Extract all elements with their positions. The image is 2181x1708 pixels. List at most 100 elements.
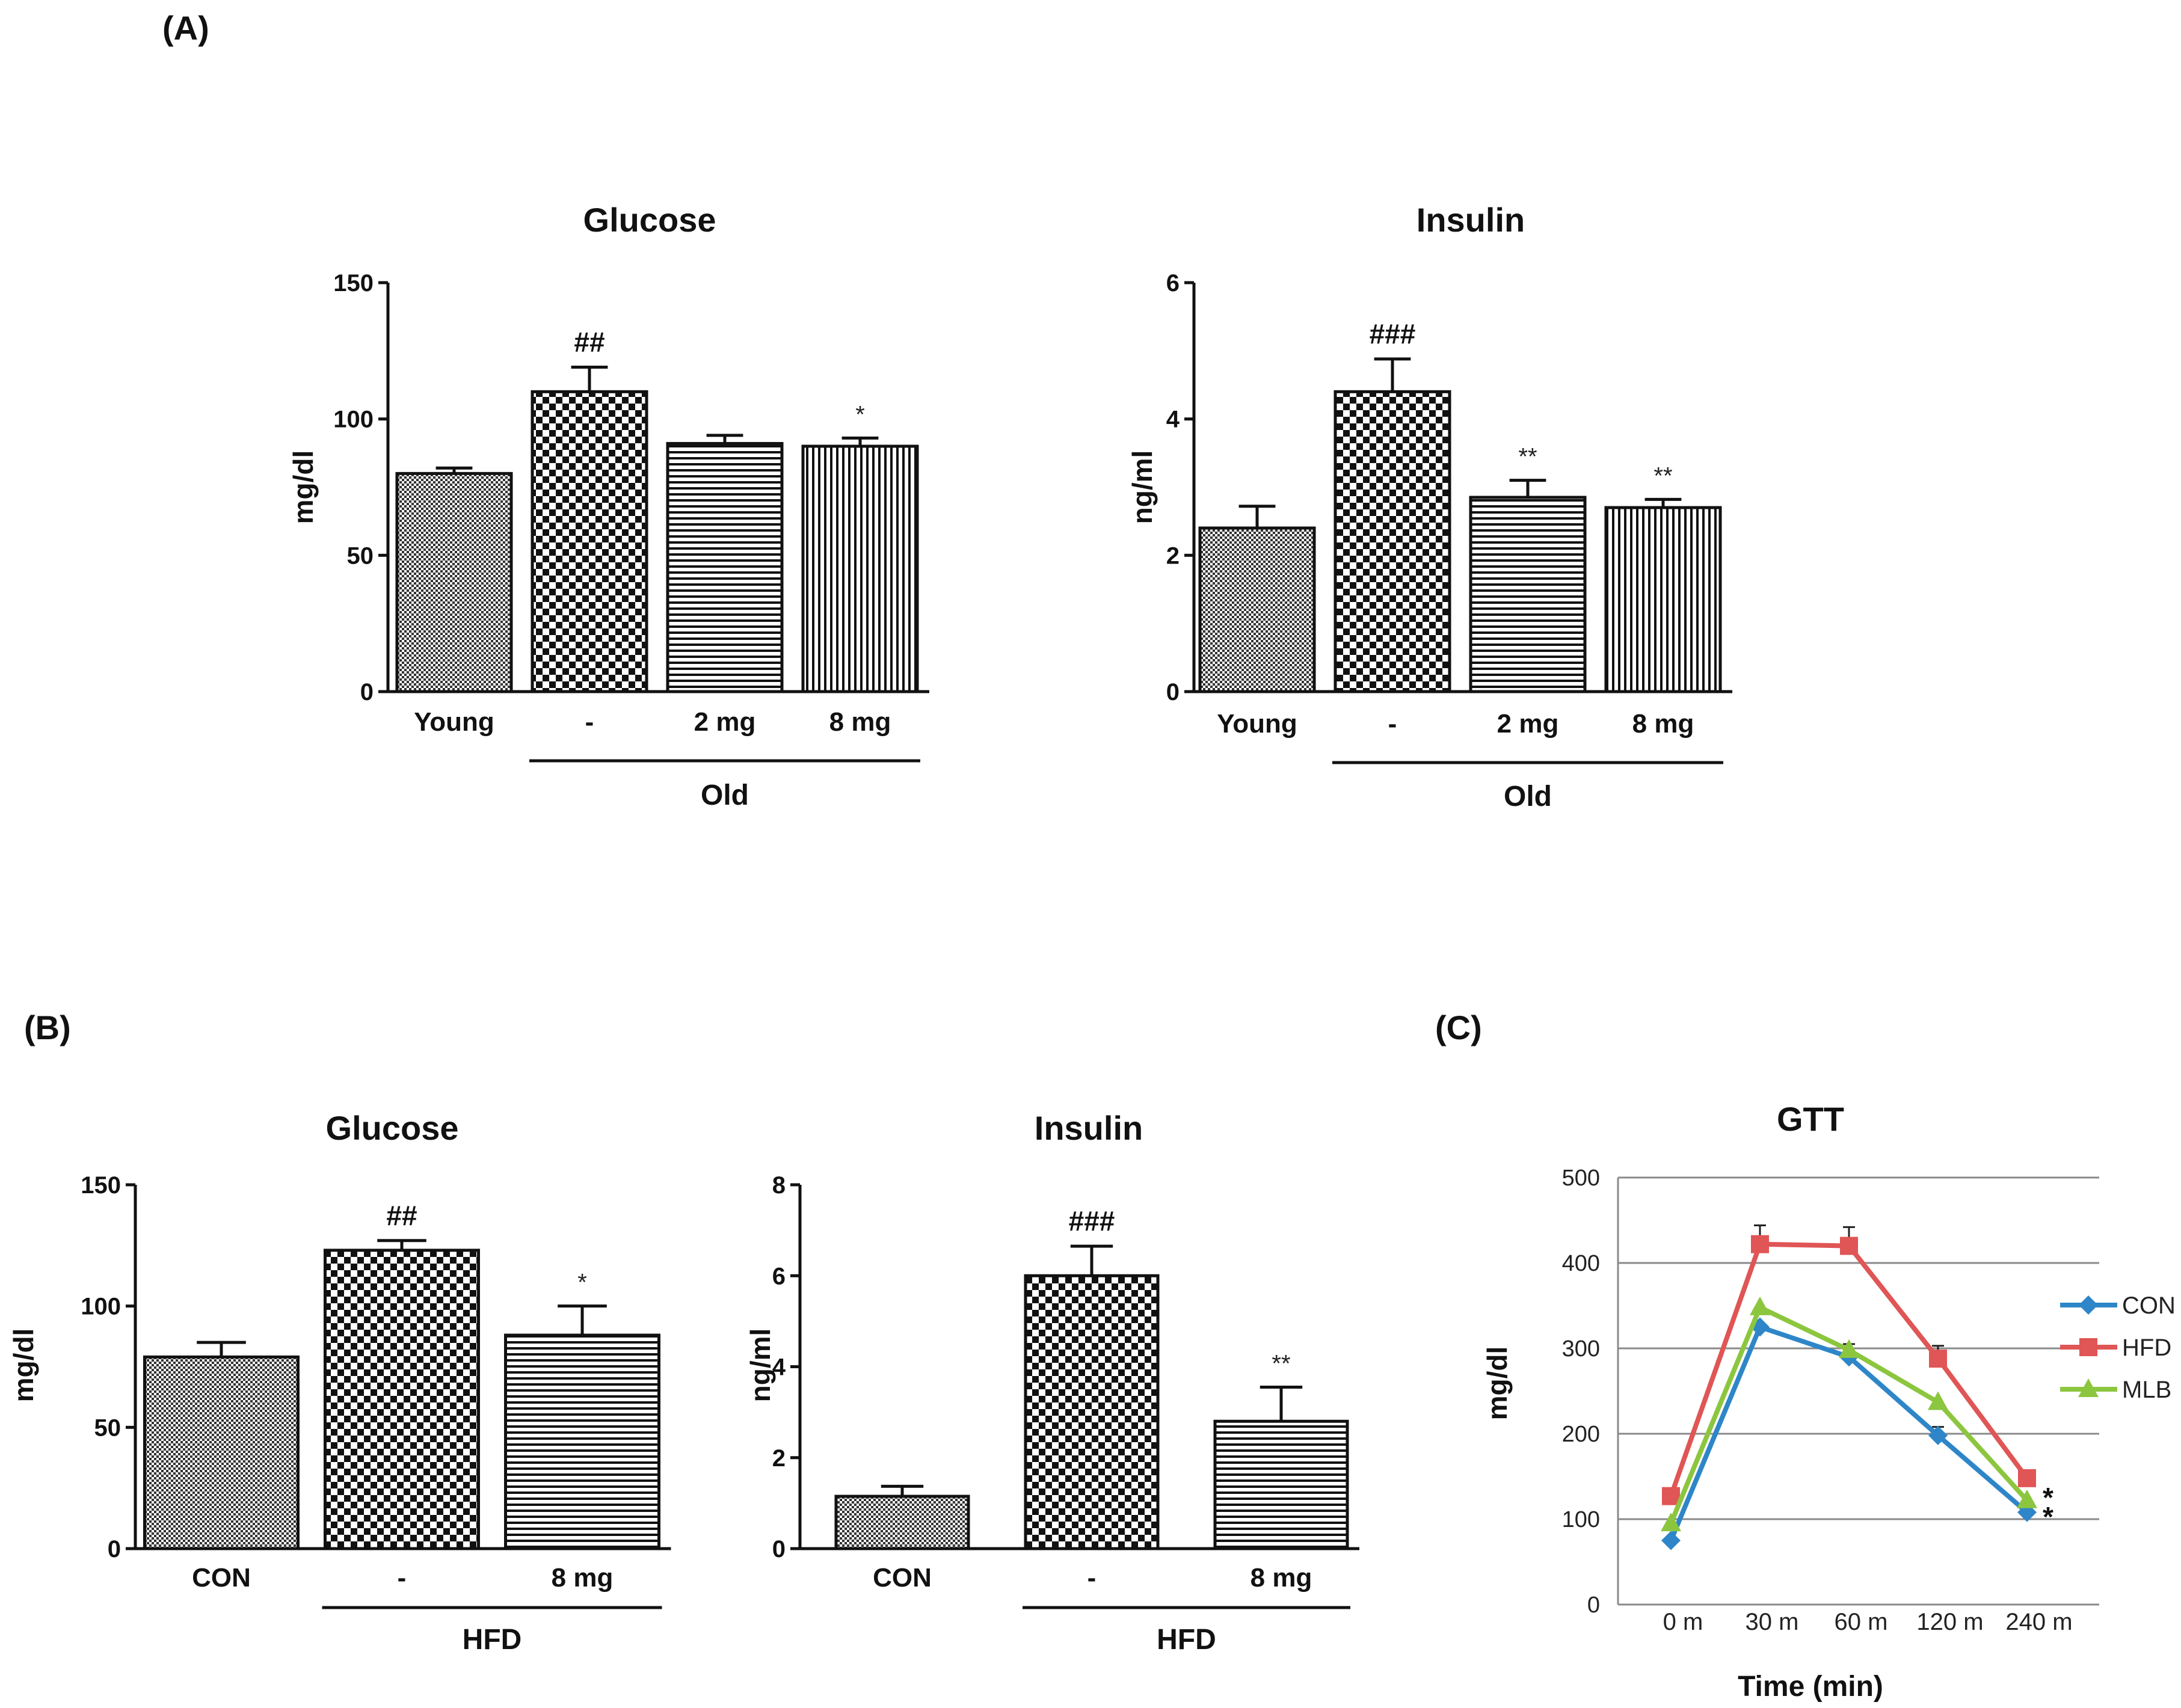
bar xyxy=(1334,390,1451,693)
y-tick-label: 0 xyxy=(108,1536,121,1562)
y-tick-label: 4 xyxy=(1166,407,1180,433)
bar xyxy=(324,1249,480,1550)
chart-title: Glucose xyxy=(583,201,716,239)
bar xyxy=(504,1333,660,1550)
bar xyxy=(801,444,919,693)
y-tick-label: 0 xyxy=(1587,1593,1600,1618)
panel-label-c: (C) xyxy=(1435,1009,1482,1046)
category-label: CON xyxy=(873,1563,932,1593)
y-tick-label: 50 xyxy=(94,1415,122,1441)
significance-label: ** xyxy=(1518,444,1537,470)
bar xyxy=(1024,1274,1160,1550)
y-axis-label: mg/dl xyxy=(8,1329,39,1402)
data-point xyxy=(1929,1350,1947,1368)
x-tick-label: 240 m xyxy=(2005,1609,2072,1635)
data-point xyxy=(1839,1339,1859,1358)
bar xyxy=(395,472,513,693)
category-label: 8 mg xyxy=(829,707,891,737)
y-tick-label: 500 xyxy=(1562,1166,1600,1191)
y-tick-label: 0 xyxy=(772,1536,786,1562)
y-tick-label: 100 xyxy=(81,1294,121,1320)
chart-b-glucose: Glucose mg/dl 0 50 100 150 CON ## - * 8 mg HFD xyxy=(8,1109,671,1656)
chart-a-glucose: Glucose mg/dl 0 50 100 150 Young ## - 2 mg * 8 mg Ol… xyxy=(288,201,929,811)
significance-label: * xyxy=(2043,1501,2053,1532)
y-tick-label: 4 xyxy=(772,1354,786,1381)
panel-label-a: (A) xyxy=(162,9,209,47)
bar xyxy=(531,390,648,693)
chart-title: Insulin xyxy=(1035,1109,1143,1147)
y-tick-label: 2 xyxy=(772,1445,786,1472)
category-label: Young xyxy=(1217,709,1297,739)
significance-label: ### xyxy=(1370,318,1416,349)
chart-title: GTT xyxy=(1777,1100,1844,1138)
category-label: - xyxy=(1087,1563,1097,1593)
category-label: 2 mg xyxy=(1497,709,1559,739)
significance-label: ## xyxy=(386,1200,417,1231)
y-tick-label: 6 xyxy=(772,1263,786,1289)
data-point xyxy=(1750,1296,1770,1315)
x-axis-label: Time (min) xyxy=(1738,1671,1883,1703)
category-label: 8 mg xyxy=(552,1563,614,1593)
y-tick-label: 150 xyxy=(81,1172,121,1199)
x-tick-label: 60 m xyxy=(1835,1609,1888,1635)
group-label: HFD xyxy=(463,1624,522,1656)
data-point xyxy=(1751,1235,1769,1253)
bar xyxy=(1198,526,1316,693)
group-label: Old xyxy=(1504,781,1552,813)
chart-b-insulin: Insulin ng/ml 0 2 4 6 8 CON ### - ** 8 mg HFD xyxy=(745,1109,1359,1656)
y-tick-label: 8 xyxy=(772,1172,786,1199)
bar xyxy=(666,441,784,693)
y-axis-label: ng/ml xyxy=(1127,450,1158,524)
chart-a-insulin: Insulin ng/ml 0 2 4 6 Young ### - ** 2 mg ** 8 mg Old xyxy=(1127,201,1732,813)
category-label: CON xyxy=(192,1563,251,1593)
data-point xyxy=(1840,1236,1858,1255)
chart-c-gtt: GTT mg/dl Time (min) 0 100 200 300 400 500 0 m 30 … xyxy=(1481,1100,2176,1703)
data-point xyxy=(1661,1531,1681,1550)
data-point xyxy=(2017,1489,2037,1508)
x-tick-label: 120 m xyxy=(1916,1609,1983,1635)
chart-title: Insulin xyxy=(1417,201,1525,239)
significance-label: * xyxy=(855,401,865,428)
data-point xyxy=(2018,1469,2036,1487)
y-axis-label: mg/dl xyxy=(1481,1347,1513,1421)
significance-label: ** xyxy=(1272,1351,1290,1377)
significance-label: ## xyxy=(574,327,604,358)
y-tick-label: 6 xyxy=(1166,270,1180,296)
y-axis-label: ng/ml xyxy=(745,1329,776,1402)
bar xyxy=(1469,496,1587,693)
category-label: 8 mg xyxy=(1250,1563,1312,1593)
chart-title: Glucose xyxy=(326,1109,459,1147)
category-label: - xyxy=(398,1563,407,1593)
legend-label: HFD xyxy=(2122,1335,2171,1361)
bar xyxy=(1213,1419,1349,1550)
category-label: 2 mg xyxy=(694,707,756,737)
y-axis-label: mg/dl xyxy=(288,450,319,524)
y-tick-label: 150 xyxy=(333,270,374,296)
series-line-hfd xyxy=(1669,1241,2029,1497)
y-tick-label: 200 xyxy=(1562,1422,1600,1447)
y-tick-label: 100 xyxy=(333,407,374,433)
group-label: Old xyxy=(701,779,749,811)
y-tick-label: 400 xyxy=(1562,1251,1600,1276)
x-tick-label: 30 m xyxy=(1746,1609,1799,1635)
bar xyxy=(143,1355,300,1550)
x-tick-label: 0 m xyxy=(1663,1609,1703,1635)
category-label: 8 mg xyxy=(1632,709,1694,739)
data-point xyxy=(1662,1487,1680,1505)
y-tick-label: 300 xyxy=(1562,1336,1600,1362)
significance-label: * xyxy=(2043,1482,2053,1513)
category-label: Young xyxy=(414,707,494,737)
legend-label: MLB xyxy=(2122,1377,2171,1403)
panel-label-b: (B) xyxy=(24,1009,71,1046)
data-point xyxy=(2079,1338,2097,1356)
y-tick-label: 2 xyxy=(1166,542,1180,569)
category-label: - xyxy=(585,707,594,737)
legend-label: CON xyxy=(2122,1292,2176,1319)
y-tick-label: 100 xyxy=(1562,1507,1600,1532)
bar xyxy=(1604,506,1722,693)
y-tick-label: 0 xyxy=(1166,679,1180,705)
significance-label: ### xyxy=(1069,1205,1115,1236)
significance-label: ** xyxy=(1653,462,1672,489)
category-label: - xyxy=(1388,709,1397,739)
